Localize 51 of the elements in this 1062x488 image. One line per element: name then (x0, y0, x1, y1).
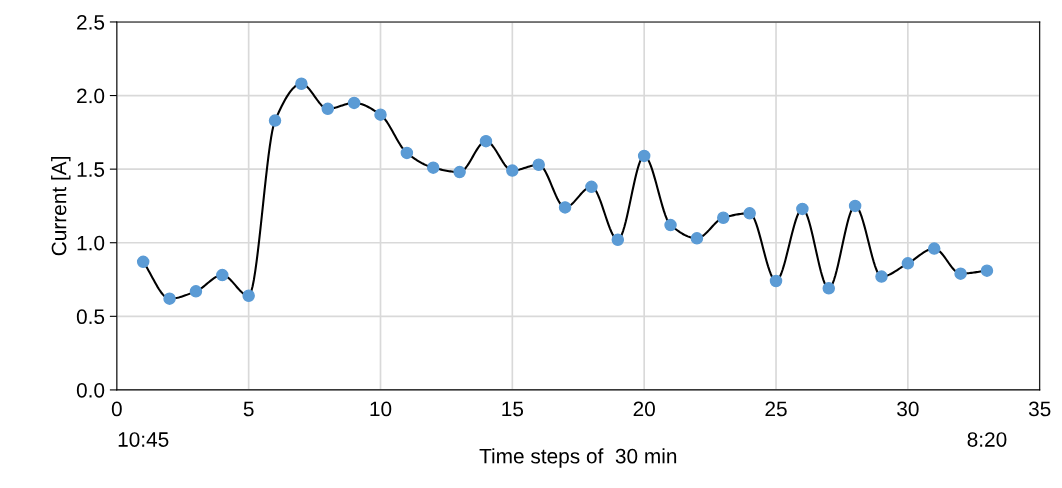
point (743, 207, 756, 220)
x-tick-label: 35 (1028, 401, 1051, 417)
point (136, 255, 150, 269)
y-axis-title: Current [A] (51, 157, 71, 256)
point (216, 268, 229, 282)
point (848, 199, 862, 213)
point (242, 289, 255, 302)
point (690, 232, 704, 245)
point (927, 242, 941, 255)
x-axis-title: Time steps of 30 min (479, 448, 677, 468)
x-tick-label: 20 (633, 401, 655, 417)
x-tick-label: 30 (897, 401, 919, 417)
point (637, 149, 651, 163)
x-tick-label: 0 (111, 401, 122, 417)
y-tick-label: 0.0 (76, 382, 105, 398)
point (163, 292, 176, 305)
point (585, 180, 598, 194)
point (374, 108, 387, 121)
point (426, 161, 440, 174)
point (268, 114, 282, 127)
point (347, 96, 361, 110)
text: 10:45 (118, 432, 169, 447)
point (295, 77, 308, 91)
point (189, 285, 203, 298)
point (558, 201, 572, 214)
point (611, 233, 625, 247)
x-tick-label: 10 (370, 401, 392, 417)
point (532, 158, 545, 171)
point (796, 202, 809, 216)
point (954, 267, 967, 280)
y-tick-label: 2.5 (77, 14, 105, 30)
x-tick-label: 5 (243, 401, 254, 417)
point (453, 165, 466, 179)
point (717, 211, 730, 224)
point (664, 218, 677, 232)
point (479, 134, 493, 148)
point (901, 257, 915, 270)
x-tick-label: 15 (502, 401, 524, 417)
point (980, 264, 994, 277)
point (769, 274, 783, 288)
y-tick-label: 1.5 (77, 162, 105, 177)
point (822, 282, 836, 295)
point (875, 270, 888, 283)
y-tick-label: 1.0 (77, 235, 105, 251)
point (506, 164, 519, 177)
y-tick-label: 0.5 (76, 309, 105, 325)
point (400, 146, 414, 160)
x-tick-label: 25 (765, 401, 787, 417)
point (321, 102, 335, 116)
text: 8:20 (967, 432, 1007, 447)
y-tick-label: 2.0 (77, 88, 105, 104)
